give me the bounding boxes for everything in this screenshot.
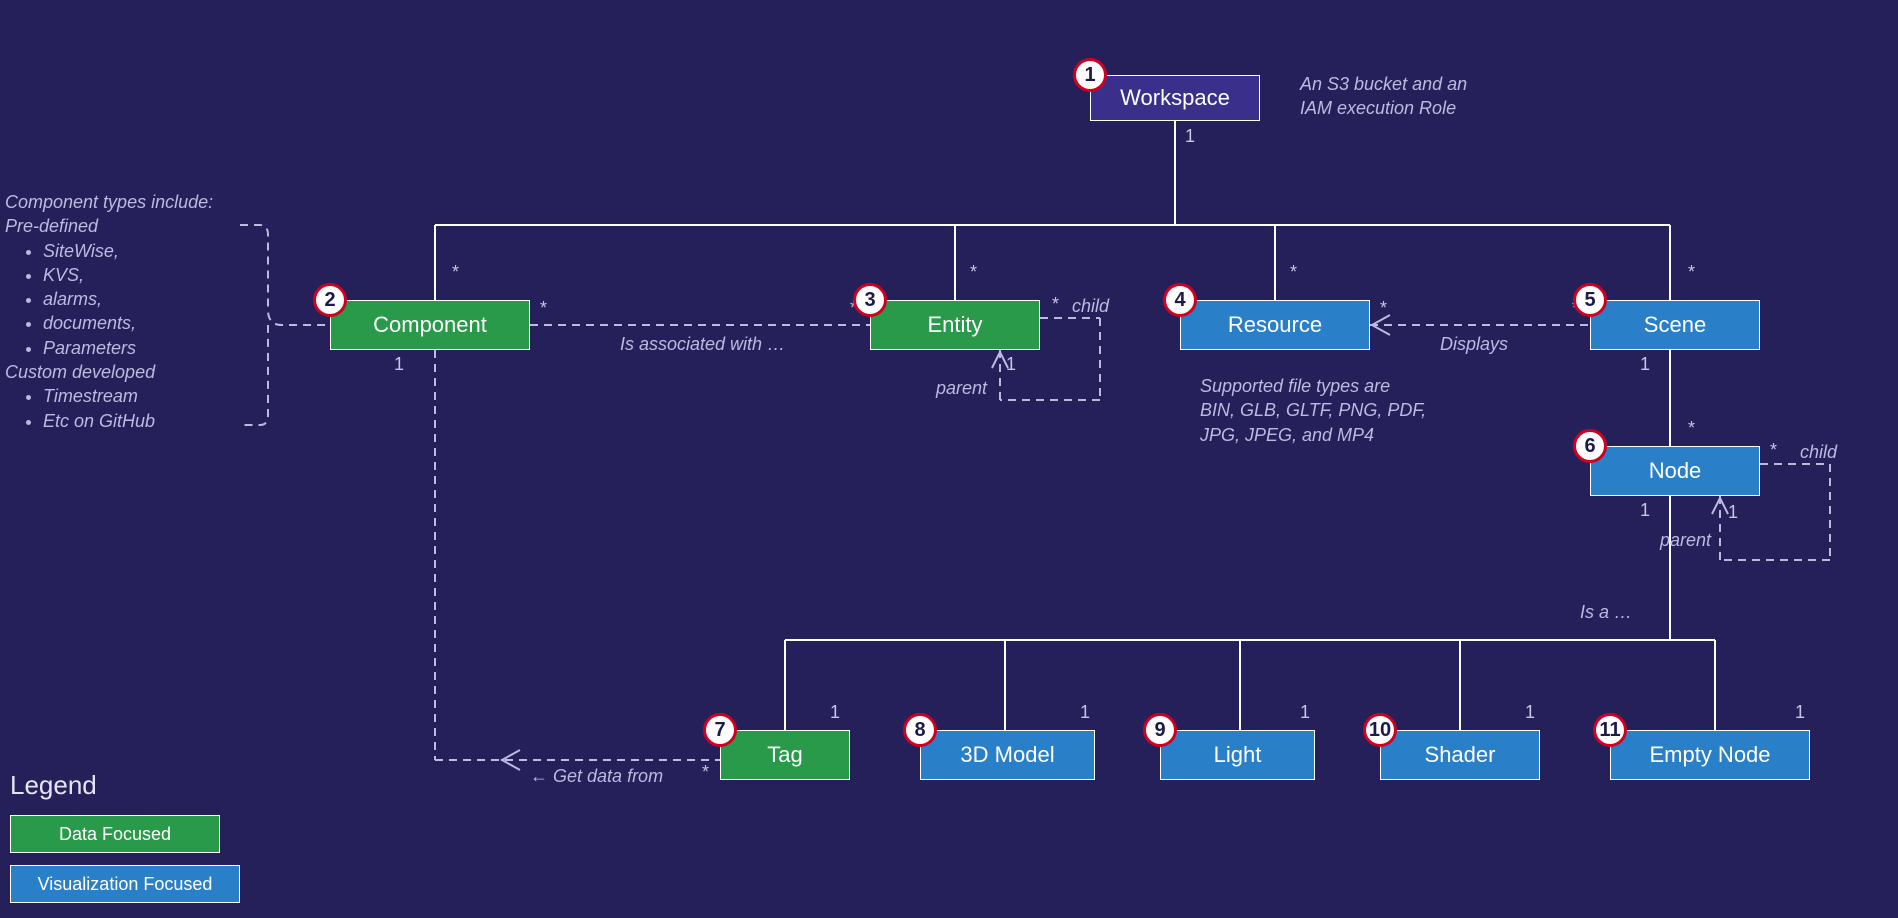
bullet-item: Timestream (43, 384, 255, 408)
legend-viz-focused: Visualization Focused (10, 865, 240, 903)
bullet-item: SiteWise, (43, 239, 255, 263)
label-child-entity: child (1072, 294, 1109, 318)
node-entity: 3 Entity (870, 300, 1040, 350)
bullet-item: Parameters (43, 336, 255, 360)
card-many: * (1290, 262, 1297, 283)
card-one: 1 (1525, 702, 1535, 723)
card-many: * (452, 262, 459, 283)
legend-label: Visualization Focused (38, 874, 213, 895)
node-label: Entity (927, 312, 982, 338)
label-displays: Displays (1440, 332, 1508, 356)
badge-4: 4 (1163, 283, 1197, 317)
badge-7: 7 (703, 713, 737, 747)
card-many: * (1688, 418, 1695, 439)
node-label: Workspace (1120, 85, 1230, 111)
node-label: Shader (1425, 742, 1496, 768)
card-many: * (970, 262, 977, 283)
node-label: Node (1649, 458, 1702, 484)
card-many: * (702, 762, 709, 783)
card-many: * (1688, 262, 1695, 283)
card-many: * (1380, 298, 1387, 319)
badge-9: 9 (1143, 713, 1177, 747)
badge-6: 6 (1573, 429, 1607, 463)
node-component: 2 Component (330, 300, 530, 350)
node-tag: 7 Tag (720, 730, 850, 780)
card-one: 1 (1640, 500, 1650, 521)
card-one: 1 (1795, 702, 1805, 723)
node-label: Tag (767, 742, 802, 768)
node-3dmodel: 8 3D Model (920, 730, 1095, 780)
card-one: 1 (394, 354, 404, 375)
badge-8: 8 (903, 713, 937, 747)
node-label: Scene (1644, 312, 1706, 338)
badge-5: 5 (1573, 283, 1607, 317)
card-many: * (1052, 294, 1059, 315)
card-one: 1 (1300, 702, 1310, 723)
legend-label: Data Focused (59, 824, 171, 845)
node-node: 6 Node (1590, 446, 1760, 496)
card-workspace-one: 1 (1185, 126, 1195, 147)
card-one: 1 (1006, 354, 1016, 375)
node-shader: 10 Shader (1380, 730, 1540, 780)
card-one: 1 (1728, 502, 1738, 523)
badge-3: 3 (853, 283, 887, 317)
note-bullets1: SiteWise,KVS,alarms,documents,Parameters (43, 239, 255, 360)
node-label: Light (1214, 742, 1262, 768)
note-resource: Supported file types are BIN, GLB, GLTF,… (1200, 374, 1426, 447)
node-scene: 5 Scene (1590, 300, 1760, 350)
card-one: 1 (830, 702, 840, 723)
node-light: 9 Light (1160, 730, 1315, 780)
badge-2: 2 (313, 283, 347, 317)
label-getdata: ← Get data from (530, 764, 663, 788)
note-sub1: Pre-defined (5, 214, 255, 238)
note-workspace: An S3 bucket and an IAM execution Role (1300, 72, 1467, 121)
node-emptynode: 11 Empty Node (1610, 730, 1810, 780)
note-bullets2: TimestreamEtc on GitHub (43, 384, 255, 433)
bullet-item: alarms, (43, 287, 255, 311)
label-isa: Is a … (1580, 600, 1632, 624)
card-many: * (540, 298, 547, 319)
note-head: Component types include: (5, 190, 255, 214)
card-one: 1 (1080, 702, 1090, 723)
legend-data-focused: Data Focused (10, 815, 220, 853)
node-label: 3D Model (960, 742, 1054, 768)
card-one: 1 (1640, 354, 1650, 375)
node-workspace: 1 Workspace (1090, 75, 1260, 121)
badge-11: 11 (1593, 713, 1627, 747)
label-child-node: child (1800, 440, 1837, 464)
legend-title: Legend (10, 770, 97, 801)
badge-10: 10 (1363, 713, 1397, 747)
label-parent-entity: parent (936, 376, 987, 400)
label-associated: Is associated with … (620, 332, 785, 356)
note-sub2: Custom developed (5, 360, 255, 384)
node-label: Empty Node (1649, 742, 1770, 768)
node-label: Component (373, 312, 487, 338)
badge-1: 1 (1073, 58, 1107, 92)
node-label: Resource (1228, 312, 1322, 338)
node-resource: 4 Resource (1180, 300, 1370, 350)
label-parent-node: parent (1660, 528, 1711, 552)
note-component-types: Component types include: Pre-defined Sit… (5, 190, 255, 433)
bullet-item: Etc on GitHub (43, 409, 255, 433)
bullet-item: documents, (43, 311, 255, 335)
card-many: * (1770, 440, 1777, 461)
bullet-item: KVS, (43, 263, 255, 287)
